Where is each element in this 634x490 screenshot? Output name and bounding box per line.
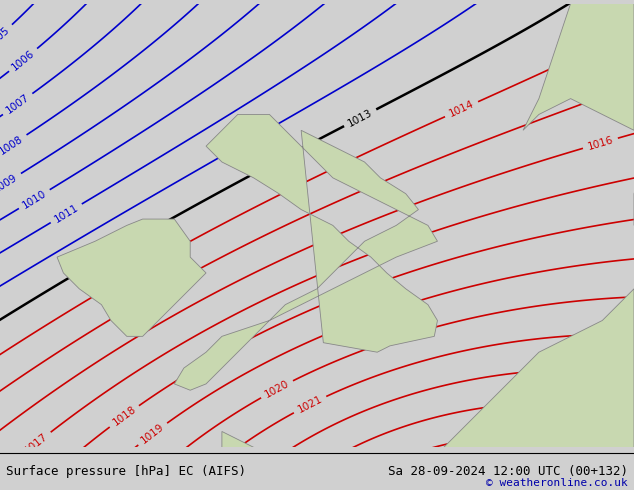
Text: 1021: 1021 [296, 394, 324, 415]
Text: 1011: 1011 [53, 202, 80, 224]
Text: 1008: 1008 [0, 133, 25, 156]
Text: 1018: 1018 [111, 404, 138, 428]
Polygon shape [523, 0, 634, 130]
Text: 1016: 1016 [586, 135, 614, 152]
Text: 1019: 1019 [139, 422, 166, 446]
Polygon shape [174, 115, 437, 390]
Text: 1023: 1023 [627, 402, 634, 416]
Text: 1024: 1024 [631, 441, 634, 459]
Text: 1007: 1007 [4, 93, 31, 116]
Text: Surface pressure [hPa] EC (AIFS): Surface pressure [hPa] EC (AIFS) [6, 465, 247, 478]
Text: 1014: 1014 [448, 99, 476, 119]
Text: 1012: 1012 [225, 135, 253, 157]
Text: © weatheronline.co.uk: © weatheronline.co.uk [486, 478, 628, 488]
Text: 1022: 1022 [624, 365, 634, 377]
Text: 1025: 1025 [508, 460, 534, 471]
Polygon shape [222, 289, 634, 479]
Text: 1020: 1020 [263, 378, 291, 400]
Text: 1009: 1009 [0, 172, 20, 194]
Text: Sa 28-09-2024 12:00 UTC (00+132): Sa 28-09-2024 12:00 UTC (00+132) [387, 465, 628, 478]
Text: 1013: 1013 [346, 107, 374, 128]
Text: 1005: 1005 [0, 24, 11, 49]
Polygon shape [57, 219, 206, 336]
Text: 1006: 1006 [10, 48, 37, 72]
Text: 1010: 1010 [20, 188, 48, 210]
Text: 1015: 1015 [591, 86, 619, 105]
Text: 1017: 1017 [23, 431, 50, 456]
